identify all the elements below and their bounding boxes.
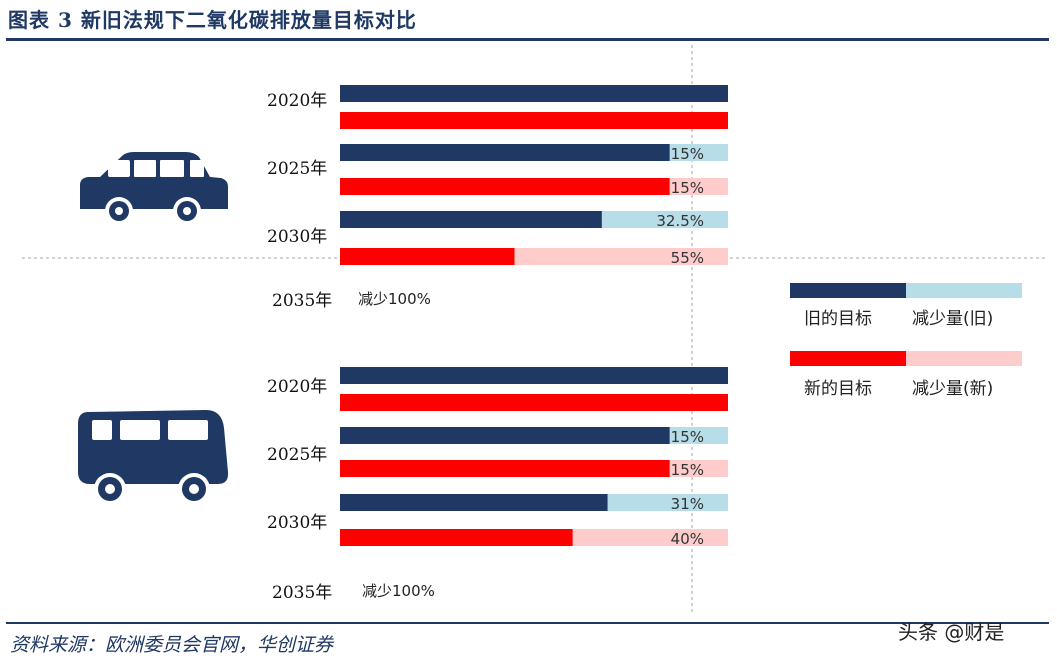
data-label-old: 31% <box>671 495 704 513</box>
legend-swatch-old-target <box>790 283 906 298</box>
footer-divider <box>6 622 1049 624</box>
legend-swatch-old-reduction <box>906 283 1022 298</box>
bar-new-target <box>340 529 573 546</box>
bar-old-reduction <box>601 211 728 228</box>
year-label: 2030年 <box>267 513 327 533</box>
legend-swatch-new-reduction <box>906 351 1022 366</box>
bar-old-target <box>340 494 608 511</box>
bar-old-target <box>340 367 728 384</box>
data-label-old: 32.5% <box>656 212 704 230</box>
data-label-new: 15% <box>671 461 704 479</box>
bar-new-reduction <box>669 460 728 477</box>
year-label: 2020年 <box>267 377 327 397</box>
bar-old-reduction <box>669 144 728 161</box>
data-label-new: 55% <box>671 249 704 267</box>
watermark: 头条 @财是 <box>898 620 1005 644</box>
data-label-new: 15% <box>671 179 704 197</box>
legend: 旧的目标 减少量(旧) 新的目标 减少量(新) <box>790 283 1022 399</box>
bar-old-target <box>340 144 670 161</box>
data-label-old: 15% <box>671 428 704 446</box>
bar-new-reduction <box>572 529 728 546</box>
bar-new-target <box>340 112 728 129</box>
year-label: 2030年 <box>267 227 327 247</box>
data-label-old: 15% <box>671 145 704 163</box>
year-label: 2020年 <box>267 91 327 111</box>
source-note: 资料来源：欧洲委员会官网，华创证券 <box>10 634 334 656</box>
bar-old-reduction <box>607 494 728 511</box>
reduction-note: 减少100% <box>358 290 431 308</box>
reduction-note: 减少100% <box>362 582 435 600</box>
legend-label-old-reduction: 减少量(旧) <box>912 309 993 329</box>
data-label-new: 40% <box>671 530 704 548</box>
bar-new-target <box>340 178 670 195</box>
van-icon <box>78 410 229 505</box>
bar-new-reduction <box>514 248 728 265</box>
title-divider <box>6 38 1049 41</box>
chart-title: 图表 3 新旧法规下二氧化碳排放量目标对比 <box>8 8 417 32</box>
legend-label-new-reduction: 减少量(新) <box>912 379 993 399</box>
legend-label-old-target: 旧的目标 <box>804 309 872 329</box>
year-label: 2035年 <box>272 291 332 311</box>
bar-old-target <box>340 427 670 444</box>
bar-new-target <box>340 460 670 477</box>
bar-new-target <box>340 394 728 411</box>
car-icon <box>80 152 228 225</box>
year-label: 2025年 <box>267 445 327 465</box>
bar-new-reduction <box>669 178 728 195</box>
bar-old-target <box>340 85 728 102</box>
bar-new-target <box>340 248 515 265</box>
legend-label-new-target: 新的目标 <box>804 379 872 399</box>
bar-old-target <box>340 211 602 228</box>
year-label: 2035年 <box>272 583 332 603</box>
year-label: 2025年 <box>267 159 327 179</box>
bar-old-reduction <box>669 427 728 444</box>
legend-swatch-new-target <box>790 351 906 366</box>
